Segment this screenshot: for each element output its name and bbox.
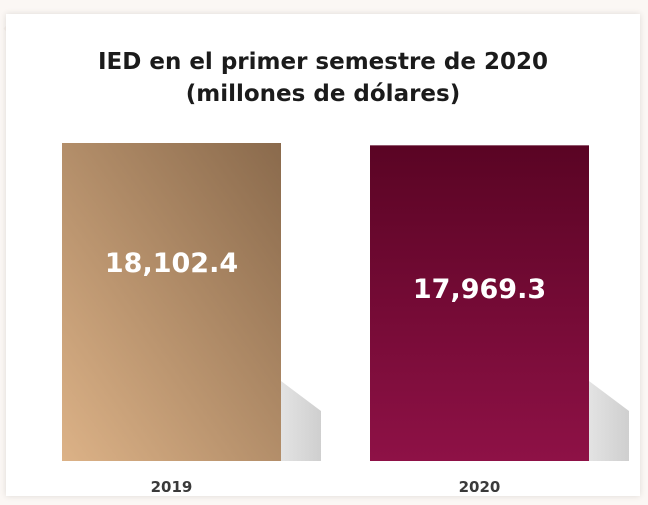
bar-2020 bbox=[370, 145, 589, 461]
x-tick-label-2019: 2019 bbox=[151, 478, 193, 496]
chart-card: IED en el primer semestre de 2020 (millo… bbox=[6, 14, 640, 496]
data-label-2019: 18,102.4 bbox=[105, 248, 238, 279]
chart-subtitle: (millones de dólares) bbox=[185, 81, 461, 107]
bar-chart: 18,102.4 2019 17,969.3 2020 bbox=[62, 143, 629, 496]
bar-shadow-2020 bbox=[589, 381, 629, 461]
chart-title: IED en el primer semestre de 2020 bbox=[97, 49, 549, 75]
x-tick-label-2020: 2020 bbox=[459, 478, 501, 496]
bar-shadow-2019 bbox=[281, 381, 321, 461]
data-label-2020: 17,969.3 bbox=[413, 274, 546, 305]
bar-2019 bbox=[62, 143, 281, 461]
chart-title-block: IED en el primer semestre de 2020 (millo… bbox=[6, 46, 640, 110]
